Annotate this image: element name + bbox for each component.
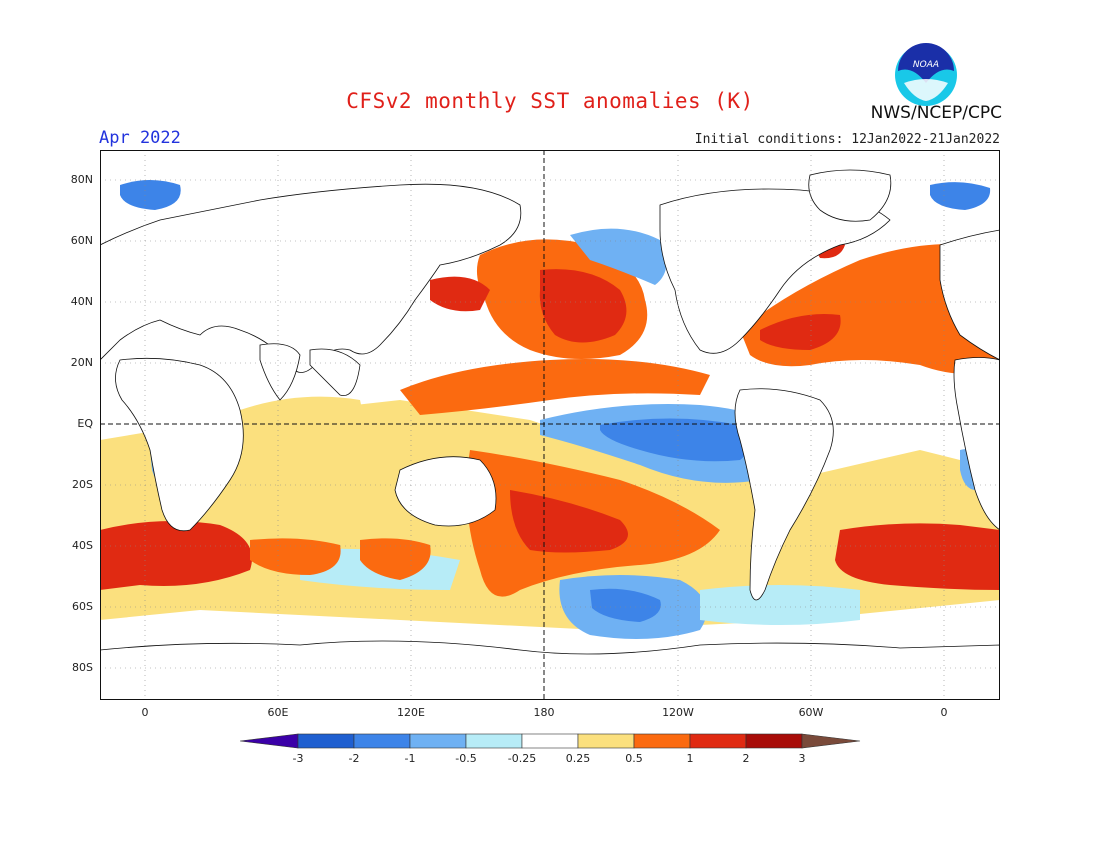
colorbar-tick-label: 2: [742, 752, 750, 765]
y-tick-label: EQ: [77, 417, 93, 430]
y-tick-label: 60N: [70, 234, 93, 247]
colorbar-segment: [240, 733, 299, 749]
colorbar-segment: [745, 733, 803, 749]
y-tick-label: 80S: [72, 661, 93, 674]
colorbar-tick-label: -2: [348, 752, 360, 765]
colorbar-tick-label: 0.5: [625, 752, 643, 765]
svg-text:NOAA: NOAA: [913, 60, 939, 70]
x-tick-label: 60E: [267, 706, 289, 719]
map-title: CFSv2 monthly SST anomalies (K): [346, 89, 754, 113]
colorbar-tick-label: 0.25: [565, 752, 591, 765]
y-tick-label: 80N: [70, 173, 93, 186]
x-tick-label: 120W: [662, 706, 694, 719]
colorbar-tick-label: -0.25: [507, 752, 537, 765]
colorbar-tick-label: -0.5: [455, 752, 477, 765]
x-tick-label: 180: [533, 706, 555, 719]
colorbar-tick-label: -3: [292, 752, 304, 765]
colorbar-segment: [465, 733, 523, 749]
y-tick-label: 20S: [72, 478, 93, 491]
colorbar-tick-label: 1: [686, 752, 694, 765]
colorbar-segment: [521, 733, 579, 749]
colorbar-tick-label: -1: [404, 752, 416, 765]
continents: [100, 169, 1000, 700]
colorbar-segment: [633, 733, 691, 749]
forecast-month-label: Apr 2022: [99, 128, 181, 148]
colorbar-segment: [689, 733, 747, 749]
sst-anomaly-map: [100, 150, 1000, 700]
x-tick-label: 60W: [798, 706, 824, 719]
y-tick-label: 40N: [70, 295, 93, 308]
colorbar-segment: [409, 733, 467, 749]
y-tick-label: 60S: [72, 600, 93, 613]
initial-conditions-label: Initial conditions: 12Jan2022-21Jan2022: [694, 132, 1000, 147]
x-tick-label: 0: [141, 706, 149, 719]
colorbar-segment: [577, 733, 635, 749]
colorbar-segment: [297, 733, 355, 749]
y-tick-label: 20N: [70, 356, 93, 369]
colorbar-tick-label: 3: [798, 752, 806, 765]
org-label: NWS/NCEP/CPC: [870, 103, 1002, 123]
noaa-logo-icon: NOAA: [895, 43, 957, 106]
grid-lines: [100, 150, 1000, 700]
colorbar-segment: [801, 733, 861, 749]
colorbar: [240, 733, 861, 749]
colorbar-segment: [353, 733, 411, 749]
x-tick-label: 0: [940, 706, 948, 719]
x-tick-label: 120E: [397, 706, 425, 719]
y-tick-label: 40S: [72, 539, 93, 552]
